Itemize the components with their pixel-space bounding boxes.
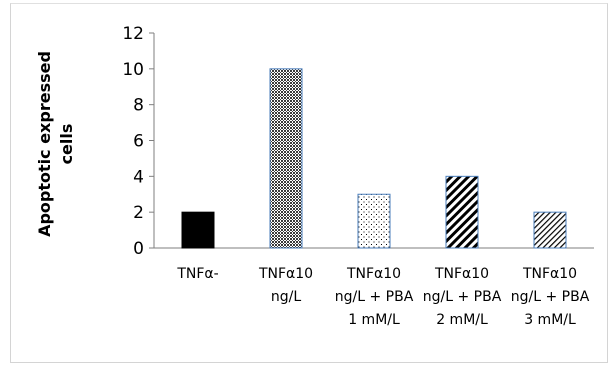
- y-tick-label: 0: [133, 239, 144, 259]
- x-tick-label: 3 mM/L: [524, 312, 576, 328]
- x-tick-label: TNFα10: [434, 266, 489, 282]
- y-axis-label: Apoptotic expressed cells: [35, 51, 76, 237]
- bar: [269, 68, 303, 249]
- y-tick-label: 8: [133, 96, 144, 116]
- x-tick-label: ng/L + PBA: [511, 289, 590, 305]
- bar: [533, 211, 567, 249]
- y-axis-title-line: Apoptotic expressed: [35, 51, 54, 237]
- bar-chart: Apoptotic expressed cells 0 2 4 6 8 10 12 TNFα-…: [35, 24, 594, 328]
- x-tick-labels: TNFα- TNFα10 ng/L TNFα10 ng/L + PBA 1 mM/L TNF…: [176, 266, 589, 328]
- y-tick-labels: 0 2 4 6 8 10 12: [122, 24, 144, 259]
- x-tick-label: 2 mM/L: [436, 312, 488, 328]
- x-tick-label: ng/L: [271, 289, 301, 305]
- bar: [357, 193, 391, 249]
- bar: [445, 175, 479, 249]
- y-tick-label: 12: [122, 24, 144, 44]
- x-tick-label: TNFα10: [258, 266, 313, 282]
- x-tick-label: 1 mM/L: [348, 312, 400, 328]
- y-tick-label: 6: [133, 132, 144, 152]
- x-tick-label: TNFα-: [176, 266, 218, 282]
- bars: [181, 68, 567, 249]
- y-tick-label: 4: [133, 167, 144, 187]
- x-tick-label: ng/L + PBA: [423, 289, 502, 305]
- x-tick-label: TNFα10: [346, 266, 401, 282]
- y-tick-label: 2: [133, 203, 144, 223]
- x-tick-label: ng/L + PBA: [335, 289, 414, 305]
- bar: [181, 211, 215, 249]
- y-tick-label: 10: [122, 60, 144, 80]
- x-tick-label: TNFα10: [522, 266, 577, 282]
- chart-frame: Apoptotic expressed cells 0 2 4 6 8 10 12 TNFα-…: [10, 3, 608, 363]
- y-axis-title-line: cells: [57, 124, 76, 165]
